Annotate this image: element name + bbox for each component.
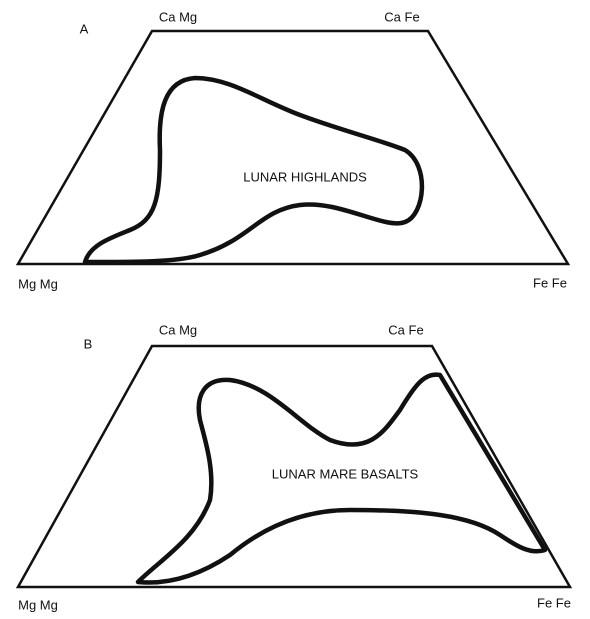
corner-label: Ca Fe — [388, 322, 423, 337]
corner-label: Ca Fe — [384, 9, 419, 24]
panel-label: B — [84, 336, 93, 351]
region-label: LUNAR HIGHLANDS — [243, 169, 367, 184]
panel-b: B Ca Mg Ca Fe Mg Mg Fe Fe LUNAR MARE BAS… — [15, 322, 573, 612]
corner-label: Fe Fe — [533, 275, 567, 290]
corner-label: Ca Mg — [159, 9, 197, 24]
quadrilateral — [15, 344, 573, 589]
region-label: LUNAR MARE BASALTS — [272, 466, 419, 481]
panel-label: A — [80, 21, 89, 36]
highlands-outline — [82, 75, 425, 265]
corner-label: Fe Fe — [537, 595, 571, 610]
corner-label: Mg Mg — [18, 597, 58, 612]
corner-label: Mg Mg — [18, 276, 58, 291]
panel-a: A Ca Mg Ca Fe Mg Mg Fe Fe LUNAR HIGHLAND… — [15, 9, 571, 291]
corner-label: Ca Mg — [159, 322, 197, 337]
mare-outline — [135, 372, 548, 585]
quadrilateral — [15, 29, 571, 266]
